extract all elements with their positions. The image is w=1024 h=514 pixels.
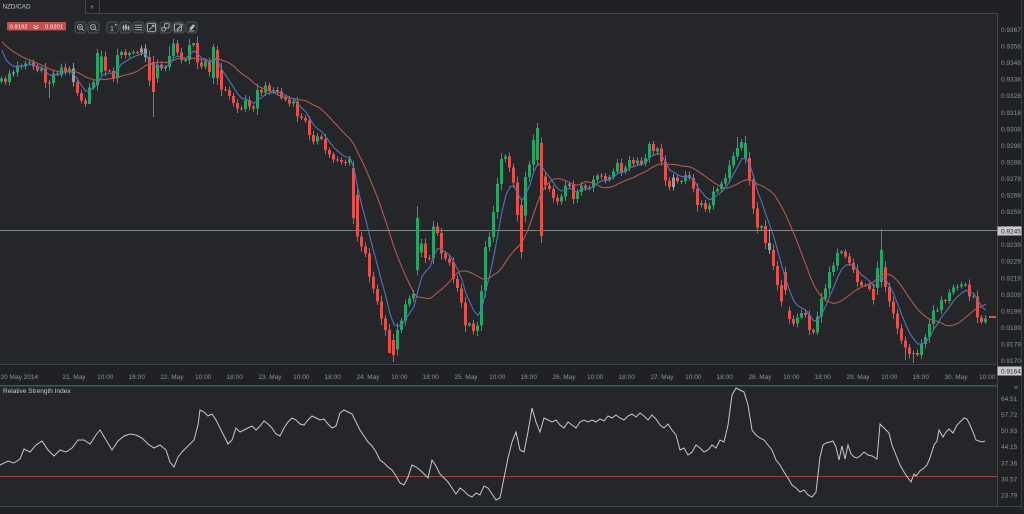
svg-text:18:00: 18:00	[619, 374, 636, 381]
svg-text:10:00: 10:00	[489, 374, 506, 381]
svg-text:Relative Strength Index: Relative Strength Index	[3, 388, 71, 395]
svg-text:10:00: 10:00	[97, 374, 114, 381]
svg-text:18:00: 18:00	[129, 374, 146, 381]
svg-text:26. May: 26. May	[552, 374, 576, 381]
svg-text:27. May: 27. May	[650, 374, 674, 381]
svg-text:18:00: 18:00	[717, 374, 734, 381]
svg-text:30.57: 30.57	[1001, 476, 1018, 483]
svg-text:0.9358: 0.9358	[1001, 44, 1021, 51]
svg-text:0.9239: 0.9239	[1001, 242, 1021, 249]
svg-text:1: 1	[110, 24, 114, 33]
svg-text:21. May: 21. May	[62, 374, 86, 381]
svg-text:0.9209: 0.9209	[1001, 292, 1021, 299]
svg-text:0.9245: 0.9245	[1001, 229, 1021, 236]
svg-text:0.9170: 0.9170	[1001, 358, 1021, 365]
svg-text:0.9199: 0.9199	[1001, 308, 1021, 315]
svg-text:0.9192: 0.9192	[10, 24, 28, 30]
svg-text:0.9318: 0.9318	[1001, 110, 1021, 117]
svg-text:0.9288: 0.9288	[1001, 159, 1021, 166]
svg-text:0.9189: 0.9189	[1001, 325, 1021, 332]
svg-text:10:00: 10:00	[293, 374, 310, 381]
svg-text:0.9229: 0.9229	[1001, 259, 1021, 266]
svg-text:37.36: 37.36	[1001, 460, 1018, 467]
svg-text:0.9328: 0.9328	[1001, 93, 1021, 100]
svg-text:23. May: 23. May	[258, 374, 282, 381]
svg-text:18:00: 18:00	[325, 374, 342, 381]
svg-text:18:00: 18:00	[815, 374, 832, 381]
svg-text:0.9298: 0.9298	[1001, 143, 1021, 150]
svg-text:0.9179: 0.9179	[1001, 341, 1021, 348]
svg-text:0.9164: 0.9164	[1001, 369, 1021, 376]
svg-text:0.9367: 0.9367	[1001, 27, 1021, 34]
svg-text:29. May: 29. May	[846, 374, 870, 381]
svg-text:10:00: 10:00	[979, 374, 996, 381]
svg-text:18:00: 18:00	[227, 374, 244, 381]
svg-text:10:00: 10:00	[195, 374, 212, 381]
svg-text:18:00: 18:00	[423, 374, 440, 381]
svg-text:18:00: 18:00	[521, 374, 538, 381]
svg-text:57.72: 57.72	[1001, 412, 1018, 419]
svg-text:10:00: 10:00	[587, 374, 604, 381]
svg-text:0.9269: 0.9269	[1001, 193, 1021, 200]
svg-text:25. May: 25. May	[454, 374, 478, 381]
svg-text:22. May: 22. May	[160, 374, 184, 381]
svg-text:44.15: 44.15	[1001, 444, 1018, 451]
svg-text:24. May: 24. May	[356, 374, 380, 381]
svg-text:10:00: 10:00	[685, 374, 702, 381]
svg-text:0.9219: 0.9219	[1001, 275, 1021, 282]
svg-text:20 May 2014: 20 May 2014	[1, 374, 39, 381]
svg-text:+: +	[90, 2, 95, 11]
svg-text:NZD/CAD: NZD/CAD	[3, 4, 31, 11]
svg-text:0.9201: 0.9201	[45, 24, 63, 30]
svg-text:18:00: 18:00	[913, 374, 930, 381]
svg-text:0.9278: 0.9278	[1001, 176, 1021, 183]
svg-text:23.79: 23.79	[1001, 493, 1018, 500]
svg-text:×: ×	[1014, 383, 1018, 392]
svg-text:0.9308: 0.9308	[1001, 126, 1021, 133]
svg-text:10:00: 10:00	[783, 374, 800, 381]
svg-text:0.9338: 0.9338	[1001, 77, 1021, 84]
svg-text:10:00: 10:00	[391, 374, 408, 381]
svg-text:28. May: 28. May	[748, 374, 772, 381]
svg-text:10:00: 10:00	[881, 374, 898, 381]
svg-text:50.93: 50.93	[1001, 428, 1018, 435]
svg-text:0.9348: 0.9348	[1001, 60, 1021, 67]
svg-text:64.51: 64.51	[1001, 396, 1018, 403]
svg-text:0.9259: 0.9259	[1001, 209, 1021, 216]
svg-text:30. May: 30. May	[944, 374, 968, 381]
